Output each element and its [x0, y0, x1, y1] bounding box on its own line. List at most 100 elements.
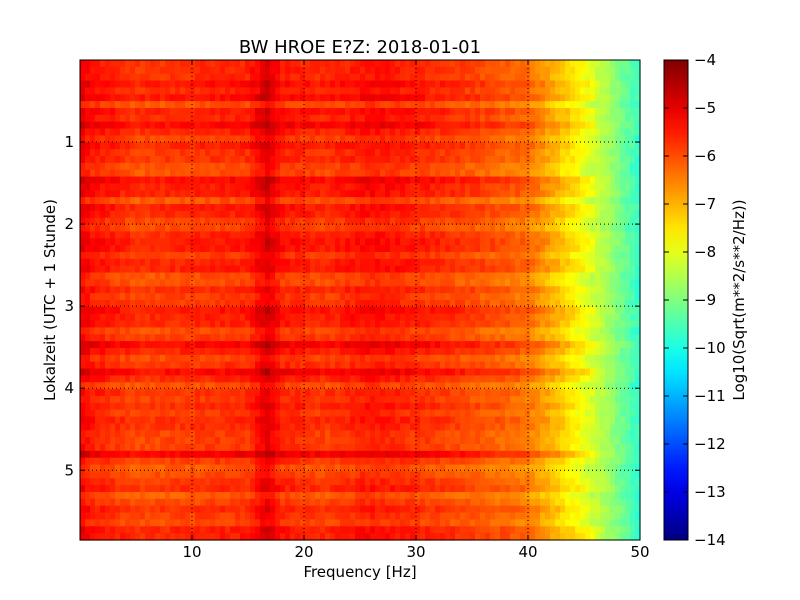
heatmap-cell — [620, 327, 626, 335]
heatmap-cell — [215, 87, 221, 95]
heatmap-cell — [570, 313, 576, 322]
heatmap-cell — [245, 320, 251, 329]
heatmap-cell — [480, 87, 486, 95]
heatmap-cell — [430, 224, 436, 233]
heatmap-cell — [150, 108, 156, 116]
heatmap-cell — [245, 293, 251, 301]
heatmap-cell — [285, 341, 291, 349]
heatmap-cell — [80, 361, 86, 370]
heatmap-cell — [195, 217, 201, 226]
heatmap-cell — [405, 176, 411, 185]
heatmap-cell — [270, 245, 276, 253]
heatmap-cell — [560, 176, 566, 185]
heatmap-cell — [400, 341, 406, 349]
heatmap-cell — [480, 341, 486, 349]
heatmap-cell — [635, 224, 641, 233]
heatmap-cell — [195, 142, 201, 150]
heatmap-cell — [370, 341, 376, 349]
heatmap-cell — [180, 286, 186, 294]
heatmap-cell — [485, 224, 491, 233]
heatmap-cell — [310, 224, 316, 233]
heatmap-cell — [410, 80, 416, 89]
heatmap-cell — [355, 197, 361, 205]
heatmap-cell — [265, 245, 271, 253]
heatmap-cell — [185, 238, 191, 246]
heatmap-cell — [265, 108, 271, 116]
heatmap-cell — [545, 114, 551, 123]
heatmap-cell — [345, 348, 351, 356]
heatmap-cell — [270, 210, 276, 219]
heatmap-cell — [465, 272, 471, 281]
heatmap-cell — [140, 142, 146, 150]
heatmap-cell — [280, 348, 286, 356]
heatmap-cell — [325, 245, 331, 253]
heatmap-cell — [410, 60, 416, 68]
heatmap-cell — [330, 354, 336, 363]
heatmap-cell — [405, 279, 411, 287]
heatmap-cell — [160, 341, 166, 349]
heatmap-cell — [600, 121, 606, 130]
heatmap-cell — [525, 66, 531, 75]
heatmap-cell — [180, 279, 186, 287]
heatmap-cell — [80, 73, 86, 82]
heatmap-cell — [545, 197, 551, 205]
heatmap-cell — [335, 224, 341, 233]
heatmap-cell — [90, 252, 96, 260]
heatmap-cell — [130, 217, 136, 226]
heatmap-cell — [350, 258, 356, 267]
heatmap-cell — [350, 94, 356, 102]
heatmap-cell — [405, 101, 411, 109]
heatmap-cell — [450, 87, 456, 95]
heatmap-cell — [175, 224, 181, 233]
heatmap-cell — [280, 156, 286, 164]
heatmap-cell — [110, 60, 116, 68]
heatmap-cell — [535, 60, 541, 68]
heatmap-cell — [275, 169, 281, 178]
heatmap-cell — [175, 252, 181, 260]
heatmap-cell — [580, 327, 586, 335]
heatmap-cell — [315, 348, 321, 356]
heatmap-cell — [290, 224, 296, 233]
heatmap-cell — [380, 238, 386, 246]
heatmap-cell — [150, 128, 156, 137]
heatmap-cell — [325, 286, 331, 294]
heatmap-cell — [365, 149, 371, 157]
heatmap-cell — [330, 327, 336, 335]
heatmap-cell — [550, 210, 556, 219]
heatmap-cell — [230, 156, 236, 164]
heatmap-cell — [340, 197, 346, 205]
heatmap-cell — [505, 320, 511, 329]
heatmap-cell — [85, 300, 91, 308]
heatmap-cell — [425, 252, 431, 260]
heatmap-cell — [195, 327, 201, 335]
heatmap-cell — [310, 252, 316, 260]
heatmap-cell — [495, 300, 501, 308]
heatmap-cell — [620, 128, 626, 137]
heatmap-cell — [195, 169, 201, 178]
heatmap-cell — [260, 149, 266, 157]
heatmap-cell — [535, 101, 541, 109]
heatmap-cell — [335, 348, 341, 356]
heatmap-cell — [115, 204, 121, 212]
heatmap-cell — [550, 87, 556, 95]
heatmap-cell — [295, 204, 301, 212]
heatmap-cell — [535, 176, 541, 185]
heatmap-cell — [475, 279, 481, 287]
heatmap-cell — [515, 162, 521, 171]
heatmap-cell — [630, 176, 636, 185]
heatmap-cell — [365, 341, 371, 349]
heatmap-cell — [315, 142, 321, 150]
heatmap-cell — [125, 341, 131, 349]
heatmap-cell — [225, 265, 231, 274]
heatmap-cell — [235, 149, 241, 157]
heatmap-cell — [305, 272, 311, 281]
heatmap-cell — [545, 245, 551, 253]
heatmap-cell — [500, 176, 506, 185]
heatmap-cell — [560, 169, 566, 178]
heatmap-cell — [350, 300, 356, 308]
heatmap-cell — [310, 361, 316, 370]
heatmap-cell — [115, 94, 121, 102]
heatmap-cell — [85, 176, 91, 185]
heatmap-cell — [390, 197, 396, 205]
heatmap-cell — [195, 73, 201, 82]
